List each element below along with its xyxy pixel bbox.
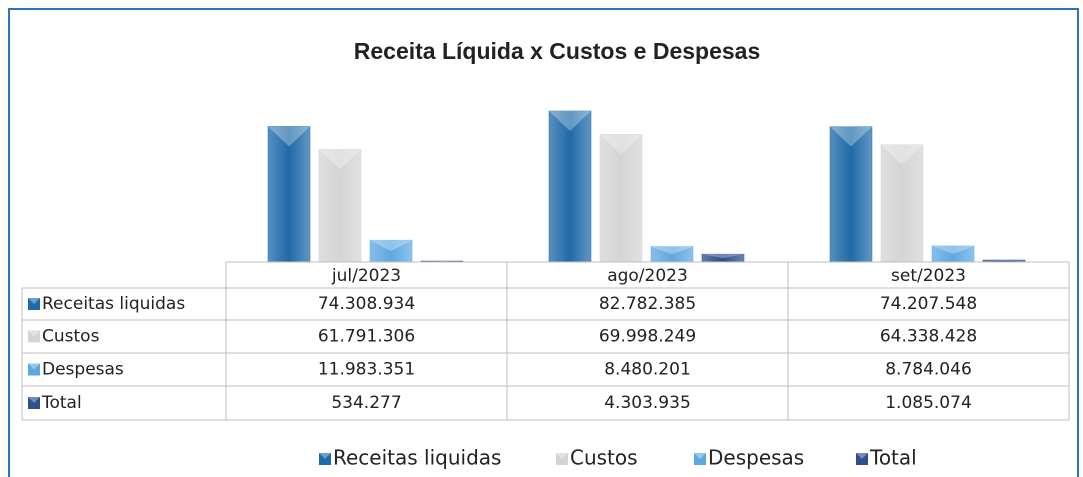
legend-label: Total bbox=[869, 446, 917, 470]
legend-key-bevel bbox=[28, 363, 40, 370]
table-cell: 74.207.548 bbox=[880, 294, 977, 314]
table-cell: 8.480.201 bbox=[604, 360, 691, 380]
table-cell: 11.983.351 bbox=[318, 360, 415, 380]
bar-bevel bbox=[830, 126, 872, 147]
legend-label: Custos bbox=[570, 446, 638, 470]
legend-key-bevel bbox=[28, 298, 40, 304]
bar-bevel bbox=[319, 149, 361, 170]
bar-bevel bbox=[370, 240, 412, 252]
row-label: Receitas liquidas bbox=[42, 294, 185, 314]
column-header: set/2023 bbox=[891, 266, 966, 286]
column-header: jul/2023 bbox=[331, 266, 401, 286]
row-label: Custos bbox=[42, 327, 100, 347]
legend-key bbox=[28, 363, 40, 376]
bar bbox=[829, 126, 873, 263]
legend-key bbox=[28, 298, 40, 310]
bar bbox=[880, 144, 924, 263]
table-cell: 82.782.385 bbox=[599, 294, 696, 314]
bar-bevel bbox=[268, 126, 310, 147]
table-cell: 61.791.306 bbox=[318, 327, 415, 347]
table-cell: 69.998.249 bbox=[599, 327, 696, 347]
table-cell: 64.338.428 bbox=[880, 327, 977, 347]
bar bbox=[599, 134, 643, 263]
table-cell: 4.303.935 bbox=[604, 393, 691, 413]
legend-key-bevel bbox=[556, 453, 568, 459]
legend-key-bevel bbox=[694, 453, 706, 459]
bar-bevel bbox=[702, 254, 744, 259]
bar-bevel bbox=[651, 246, 693, 255]
legend-key bbox=[319, 453, 331, 465]
row-label: Despesas bbox=[42, 360, 124, 380]
frame bbox=[8, 8, 1079, 477]
bar-bevel bbox=[549, 111, 591, 131]
chart-title: Receita Líquida x Custos e Despesas bbox=[354, 38, 761, 64]
legend-label: Receitas liquidas bbox=[333, 446, 501, 470]
bar-bevel bbox=[932, 245, 974, 254]
bar bbox=[318, 149, 362, 263]
bar bbox=[267, 126, 311, 263]
table-cell: 8.784.046 bbox=[885, 360, 972, 380]
table-cell: 1.085.074 bbox=[885, 393, 972, 413]
legend-key bbox=[28, 397, 40, 409]
legend-key-bevel bbox=[28, 397, 40, 403]
bar bbox=[548, 110, 592, 263]
legend-key-bevel bbox=[319, 453, 331, 459]
legend-label: Despesas bbox=[708, 446, 804, 470]
bar-bevel bbox=[600, 134, 642, 155]
bar-bevel bbox=[881, 144, 923, 165]
legend-key-bevel bbox=[856, 453, 868, 459]
table-cell: 534.277 bbox=[331, 393, 401, 413]
row-label: Total bbox=[41, 393, 82, 413]
table-cell: 74.308.934 bbox=[318, 294, 415, 314]
legend-key bbox=[694, 453, 706, 465]
legend-key bbox=[856, 453, 868, 465]
column-header: ago/2023 bbox=[607, 266, 688, 286]
bar-bevel bbox=[983, 260, 1025, 262]
legend-key bbox=[28, 330, 40, 343]
legend-key-bevel bbox=[28, 330, 40, 337]
legend-key bbox=[556, 453, 568, 465]
